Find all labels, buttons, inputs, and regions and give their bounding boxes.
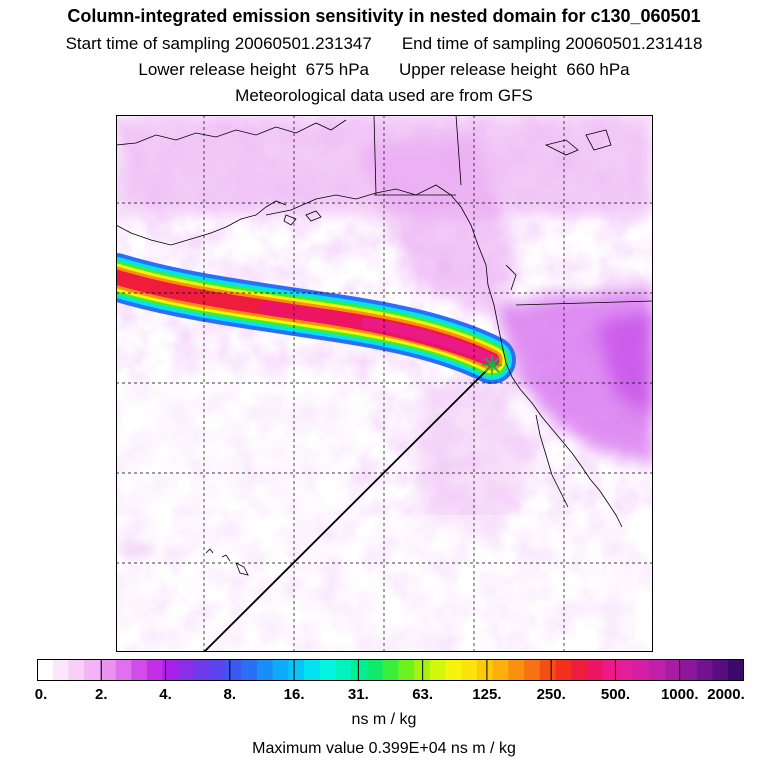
colorbar-swatch [256,659,274,681]
colorbar-swatch [209,659,227,681]
sampling-times: Start time of sampling 20060501.231347 En… [0,34,768,54]
colorbar-swatch [555,659,572,681]
colorbar-swatch [681,659,698,681]
colorbar-swatch [351,659,368,681]
colorbar-swatch [146,659,164,681]
colorbar-swatch [665,659,682,681]
colorbar-swatch [524,659,541,681]
colorbar-swatch [194,659,211,681]
colorbar-swatch [586,659,604,681]
sensitivity-map [116,115,653,652]
plot-title: Column-integrated emission sensitivity i… [67,6,701,26]
emission-plume [116,253,516,384]
colorbar-swatch [461,659,478,681]
colorbar-swatch [445,659,462,681]
colorbar-swatch [99,659,117,681]
start-time-label: Start time of sampling [65,34,230,53]
colorbar-swatch [84,659,101,681]
end-time-value: 20060501.231418 [565,34,703,53]
colorbar-swatch [52,659,70,681]
colorbar-label: 0. [34,686,48,703]
colorbar-label: 1000. [660,686,699,703]
colorbar-label: 16. [283,686,305,703]
colorbar-swatch [335,659,352,681]
colorbar-swatch [539,659,557,681]
colorbar-label: 2000. [707,686,745,703]
upper-height-value: 660 hPa [566,60,630,79]
colorbar-label: 250. [536,686,566,703]
colorbar-swatch [131,659,148,681]
end-time-label: End time of sampling [401,34,561,53]
start-time: Start time of sampling 20060501.231347 [66,34,372,54]
met-data-source: Meteorological data used are from GFS [235,86,533,105]
colorbar-frame [37,659,744,681]
flight-track-line [203,364,493,652]
colorbar-swatch [225,659,242,681]
colorbar-swatch [728,659,744,681]
colorbar-swatch [304,659,321,681]
lower-height-label: Lower release height [138,60,297,79]
end-time: End time of sampling 20060501.231418 [402,34,703,54]
colorbar-swatch [398,659,415,681]
colorbar-swatch [37,659,54,681]
upper-height-label: Upper release height [399,60,557,79]
colorbar-swatch [366,659,384,681]
colorbar-swatch [115,659,132,681]
colorbar-label: 4. [159,686,172,703]
colorbar-swatch [288,659,305,681]
colorbar-swatch [508,659,525,681]
colorbar [37,659,744,681]
colorbar-swatch [634,659,651,681]
colorbar-swatch [382,659,399,681]
colorbar-label: 31. [347,686,369,703]
colorbar-swatch [602,659,619,681]
release-heights: Lower release height 675 hPa Upper releas… [0,60,768,80]
lower-release-height: Lower release height 675 hPa [138,60,369,80]
colorbar-swatch [492,659,509,681]
colorbar-swatch [178,659,195,681]
lower-height-value: 675 hPa [305,60,369,79]
colorbar-swatch [476,659,494,681]
colorbar-label: 8. [223,686,237,703]
colorbar-swatch [571,659,588,681]
colorbar-swatch [68,659,85,681]
colorbar-swatch [429,659,447,681]
background-sensitivity-field [116,115,653,652]
colorbar-swatch [618,659,635,681]
upper-release-height: Upper release height 660 hPa [399,60,630,80]
colorbar-swatch [649,659,667,681]
colorbar-label: 2. [95,686,108,703]
maximum-value: Maximum value 0.399E+04 ns m / kg [252,740,516,757]
colorbar-swatch [319,659,337,681]
start-time-value: 20060501.231347 [234,34,372,53]
colorbar-label: 63. [412,686,434,703]
green-asterisk-icon [482,355,502,375]
coastlines [116,115,653,576]
colorbar-swatch [712,659,729,681]
colorbar-units: ns m / kg [351,711,417,728]
colorbar-swatch [272,659,289,681]
colorbar-swatch [696,659,714,681]
colorbar-label: 125. [472,686,502,703]
colorbar-label: 500. [600,686,631,703]
map-frame [116,115,653,652]
colorbar-swatch [162,659,179,681]
colorbar-swatch [241,659,258,681]
map-canvas [116,115,653,652]
